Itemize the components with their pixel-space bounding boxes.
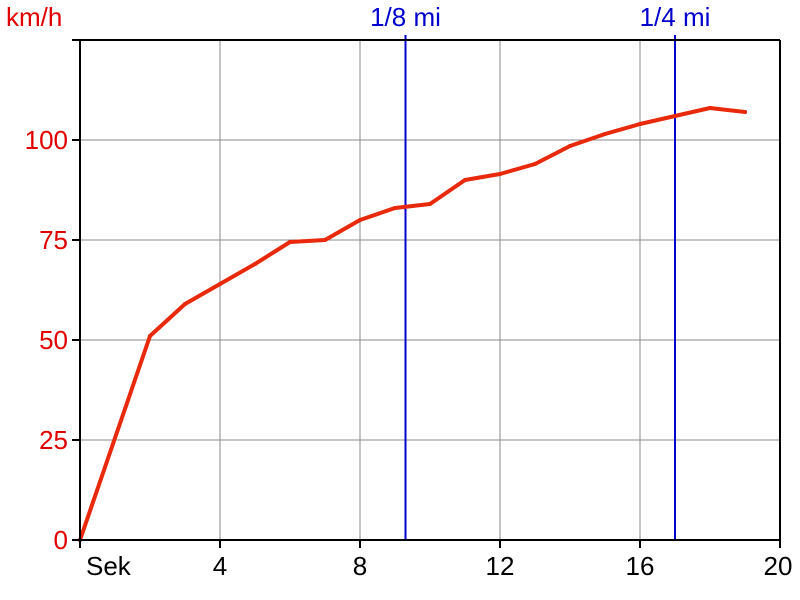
- x-tick-label: 12: [486, 551, 515, 581]
- y-tick-label: 100: [25, 125, 68, 155]
- speed-series-line: [78, 106, 747, 542]
- speed-data-point: [638, 122, 642, 126]
- y-tick-label: 50: [39, 325, 68, 355]
- y-tick-label: 25: [39, 425, 68, 455]
- distance-marker-label: 1/4 mi: [640, 2, 711, 32]
- speed-data-point: [673, 114, 677, 118]
- speed-data-point: [463, 178, 467, 182]
- x-tick-label: 4: [213, 551, 227, 581]
- y-tick-label: 75: [39, 225, 68, 255]
- marker-layer: [404, 35, 676, 540]
- frame-layer: [72, 39, 781, 548]
- speed-data-point: [533, 162, 537, 166]
- speed-data-point: [708, 106, 712, 110]
- speed-data-point: [218, 282, 222, 286]
- y-tick-label: 0: [54, 525, 68, 555]
- distance-marker-label: 1/8 mi: [370, 2, 441, 32]
- speed-data-point: [253, 262, 257, 266]
- speed-data-point: [288, 240, 292, 244]
- x-tick-label: 20: [764, 551, 793, 581]
- speed-data-point: [428, 202, 432, 206]
- speed-data-point: [568, 144, 572, 148]
- speed-data-point: [183, 302, 187, 306]
- speed-data-point: [743, 110, 747, 114]
- y-axis-label: km/h: [6, 2, 62, 32]
- label-layer: 1/8 mi 1/4 mi 0 25 50 75 100 4 8 12 16 20 Sek km/h: [6, 2, 792, 581]
- x-tick-label: 16: [626, 551, 655, 581]
- x-tick-label: 8: [353, 551, 367, 581]
- series-layer: [78, 106, 747, 542]
- speed-data-point: [603, 132, 607, 136]
- speed-data-point: [358, 218, 362, 222]
- x-axis-label: Sek: [86, 551, 132, 581]
- speed-data-point: [393, 206, 397, 210]
- speed-data-point: [323, 238, 327, 242]
- speed-data-point: [498, 172, 502, 176]
- speed-data-point: [148, 334, 152, 338]
